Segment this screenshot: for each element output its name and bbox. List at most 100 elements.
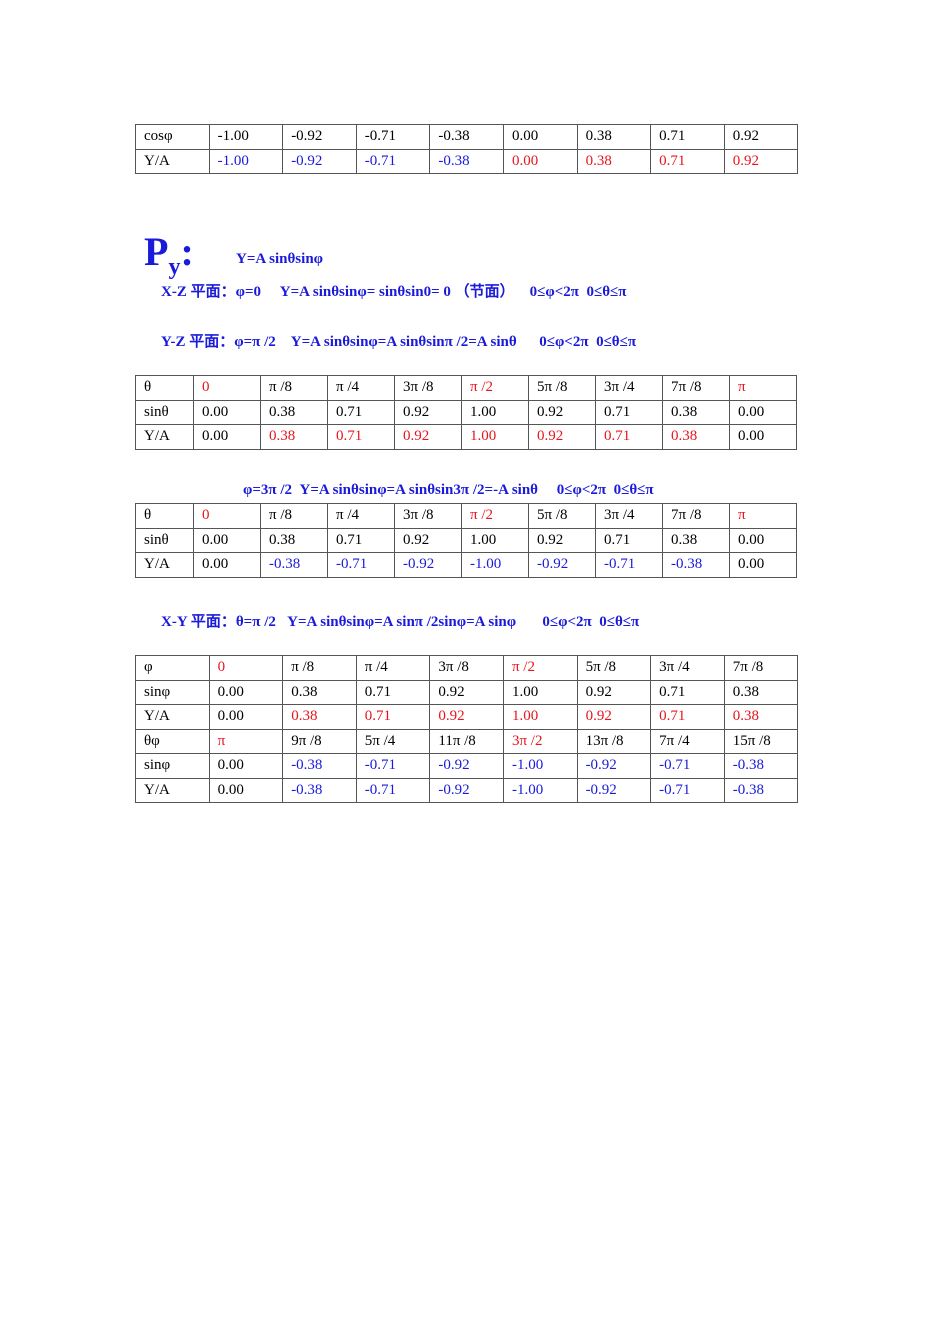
table-cell: 3π /8 (394, 375, 462, 401)
table-cell: -0.38 (429, 124, 504, 150)
row-label-cell: θ (135, 375, 194, 401)
table-cell: -0.38 (282, 753, 357, 779)
table-cell: 0.92 (429, 704, 504, 730)
table-cell: 0.00 (208, 704, 284, 730)
py-orbital-heading: Py: (144, 228, 194, 281)
row-label-cell: Y/A (135, 552, 194, 578)
table-row: Y/A 0.00 -0.38 -0.71 -0.92 -1.00 -0.92 -0.71 -0.… (135, 777, 799, 803)
table-cell: 0.00 (729, 527, 797, 553)
table-cell: 0.92 (528, 527, 596, 553)
table-row: Y/A 0.00 0.38 0.71 0.92 1.00 0.92 0.71 0.38 (135, 704, 799, 730)
table-cell: -0.92 (576, 753, 652, 779)
table-cell: 0.38 (260, 424, 328, 450)
table-cell: π /8 (260, 503, 328, 529)
table-cell: -0.92 (429, 777, 504, 803)
table-cell: -0.71 (355, 777, 431, 803)
table-cell: 0.71 (327, 424, 395, 450)
table-cell: 5π /8 (576, 655, 652, 681)
table-cell: 0.00 (729, 399, 797, 425)
table-cell: 9π /8 (282, 728, 357, 754)
table-cell: 0 (208, 655, 284, 681)
table-cell: 5π /8 (528, 375, 596, 401)
table-cell: -1.00 (208, 148, 284, 174)
table-cell: 7π /4 (650, 728, 725, 754)
table-cell: -1.00 (502, 777, 578, 803)
table-row: Y/A -1.00 -0.92 -0.71 -0.38 0.00 0.38 0.71 0.92 (135, 148, 799, 174)
table-cell: 0.71 (327, 399, 395, 425)
table-cell: 0.00 (208, 753, 284, 779)
table-cell: 0.71 (355, 679, 431, 705)
row-label-cell: φ (135, 655, 210, 681)
table-row: cosφ -1.00 -0.92 -0.71 -0.38 0.00 0.38 0.71 0.92 (135, 124, 799, 150)
table-cell: π /4 (327, 375, 395, 401)
table-cell: -0.71 (355, 753, 431, 779)
table-row: sinφ 0.00 -0.38 -0.71 -0.92 -1.00 -0.92 -0.71 -0… (135, 753, 799, 779)
table-cell: 0.00 (193, 527, 261, 553)
table-cell: 0.00 (193, 424, 261, 450)
cos-phi-table: cosφ -1.00 -0.92 -0.71 -0.38 0.00 0.38 0.71 0.92… (135, 124, 799, 174)
table-cell: 0.92 (394, 399, 462, 425)
table-cell: -0.71 (595, 552, 663, 578)
table-cell: 0.38 (576, 148, 652, 174)
table-cell: 0.71 (595, 399, 663, 425)
table-cell: -0.38 (723, 777, 799, 803)
table-cell: 1.00 (461, 527, 529, 553)
row-label-cell: Y/A (135, 424, 194, 450)
table-cell: 0.38 (282, 704, 357, 730)
table-cell: -0.38 (260, 552, 328, 578)
table-cell: π (729, 375, 797, 401)
table-cell: 0.92 (723, 148, 799, 174)
row-label-cell: Y/A (135, 777, 210, 803)
table-cell: 0.71 (355, 704, 431, 730)
table-cell: 0.00 (502, 148, 578, 174)
table-cell: -0.38 (662, 552, 730, 578)
table-cell: 0 (193, 375, 261, 401)
table-cell: -1.00 (208, 124, 284, 150)
table-cell: 0.71 (650, 704, 725, 730)
table-cell: 0.00 (502, 124, 578, 150)
table-cell: 3π /4 (595, 375, 663, 401)
table-cell: -0.38 (429, 148, 504, 174)
yz-plane-line: Y-Z 平面：φ=π /2 Y=A sinθsinφ=A sinθsinπ /2… (161, 334, 637, 350)
row-label-cell: Y/A (135, 148, 210, 174)
table-cell: 1.00 (502, 679, 578, 705)
row-label-cell: θ (135, 503, 194, 529)
table-cell: 0.38 (723, 704, 799, 730)
xy-plane-line: X-Y 平面：θ=π /2 Y=A sinθsinφ=A sinπ /2sinφ… (161, 614, 640, 630)
table-cell: -0.71 (355, 124, 431, 150)
phi-three-half-pi-line: φ=3π /2 Y=A sinθsinφ=A sinθsin3π /2=-A s… (243, 482, 654, 498)
table-cell: 0.92 (528, 399, 596, 425)
table-cell: 1.00 (461, 399, 529, 425)
row-label-cell: Y/A (135, 704, 210, 730)
table-cell: -0.71 (355, 148, 431, 174)
row-label-cell: sinθ (135, 399, 194, 425)
table-cell: 0.00 (729, 552, 797, 578)
table-cell: 3π /4 (595, 503, 663, 529)
table-cell: 13π /8 (576, 728, 652, 754)
table-cell: -0.71 (327, 552, 395, 578)
table-cell: -0.38 (282, 777, 357, 803)
table-cell: 0.00 (208, 777, 284, 803)
table-row: sinθ 0.00 0.38 0.71 0.92 1.00 0.92 0.71 0.38 0.00 (135, 527, 797, 553)
table-cell: -0.38 (723, 753, 799, 779)
table-row: θφ π 9π /8 5π /4 11π /8 3π /2 13π /8 7π /4 15π /… (135, 728, 799, 754)
row-label-cell: sinφ (135, 679, 210, 705)
table-cell: π /2 (461, 375, 529, 401)
table-cell: 0.38 (576, 124, 652, 150)
xz-plane-line: X-Z 平面：φ=0 Y=A sinθsinφ= sinθsin0= 0 （节面… (161, 284, 627, 300)
py-formula: Y=A sinθsinφ (236, 251, 324, 267)
table-cell: -0.92 (528, 552, 596, 578)
table-cell: -0.71 (650, 777, 725, 803)
table-cell: 0.00 (729, 424, 797, 450)
table-cell: π /8 (260, 375, 328, 401)
table-cell: π /2 (502, 655, 578, 681)
table-cell: 0.38 (662, 399, 730, 425)
table-row: Y/A 0.00 0.38 0.71 0.92 1.00 0.92 0.71 0.38 0.00 (135, 424, 797, 450)
table-cell: -0.92 (576, 777, 652, 803)
table-cell: π /8 (282, 655, 357, 681)
table-cell: π (729, 503, 797, 529)
table-cell: 7π /8 (723, 655, 799, 681)
table-cell: 0.71 (650, 679, 725, 705)
